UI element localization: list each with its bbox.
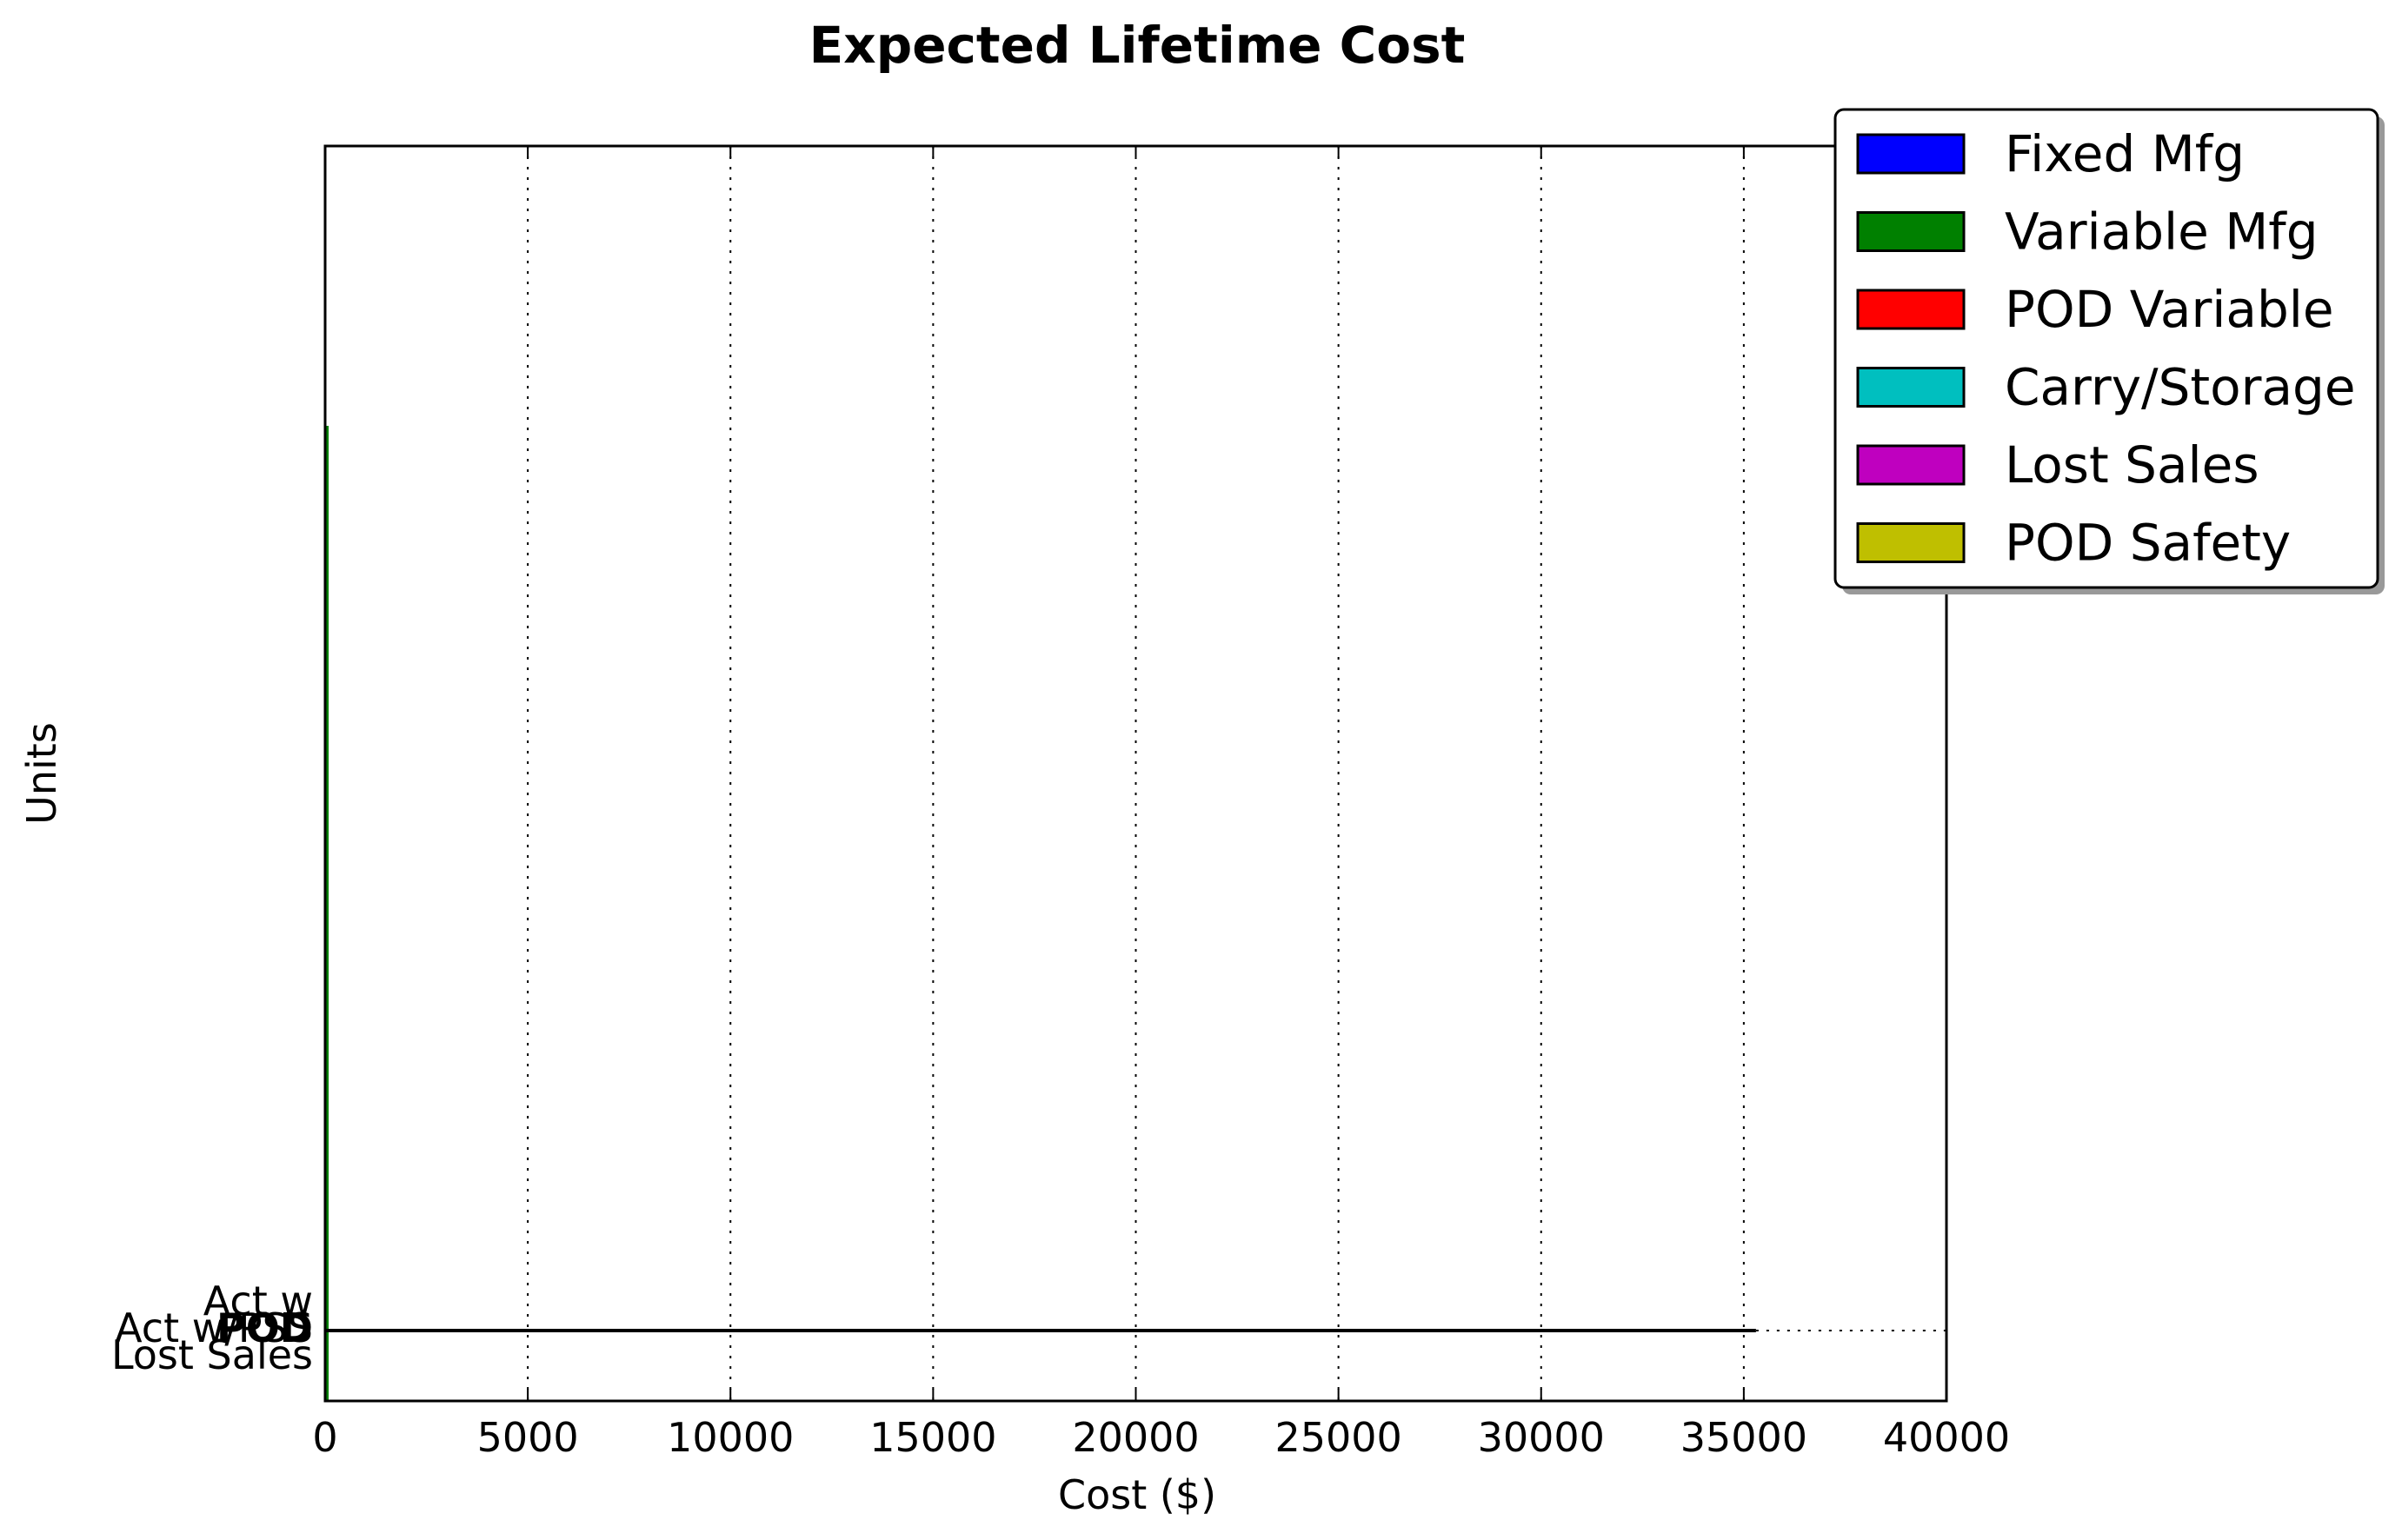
x-axis: 0 5000 10000 15000 20000 25000 30000 35000 40000 [312, 146, 2010, 1461]
legend-swatch [1856, 289, 1966, 330]
category-label-lost-sales: Lost Sales [111, 1331, 313, 1378]
category-label-pod: POD [216, 1304, 313, 1351]
category-label-act-w: Act w [203, 1278, 313, 1324]
legend-label: POD Variable [2005, 280, 2334, 339]
category-label-act-w-pss: Act w/PSS [115, 1304, 313, 1351]
x-tick-label: 0 [312, 1414, 337, 1461]
legend-items: Fixed Mfg Variable Mfg POD Variable Carry/S… [1856, 124, 2356, 573]
legend: Fixed Mfg Variable Mfg POD Variable Carry/S… [1833, 108, 2385, 594]
legend-label: POD Safety [2005, 514, 2291, 573]
legend-swatch [1856, 211, 1966, 252]
x-tick-label: 20000 [1072, 1414, 1199, 1461]
grid-lines [527, 146, 1745, 1401]
legend-box [1833, 108, 2379, 589]
legend-swatch [1856, 367, 1966, 408]
x-tick-label: 5000 [477, 1414, 579, 1461]
y-axis-label: Units [18, 722, 65, 825]
legend-label: Variable Mfg [2005, 202, 2319, 262]
x-tick-label: 25000 [1274, 1414, 1401, 1461]
legend-swatch [1856, 133, 1966, 175]
x-tick-label: 10000 [667, 1414, 794, 1461]
legend-label: Fixed Mfg [2005, 124, 2245, 183]
chart-title: Expected Lifetime Cost [809, 16, 1466, 75]
x-tick-label: 35000 [1680, 1414, 1807, 1461]
x-tick-label: 40000 [1883, 1414, 2010, 1461]
x-tick-label: 30000 [1478, 1414, 1605, 1461]
legend-swatch [1856, 522, 1966, 563]
legend-label: Lost Sales [2005, 435, 2259, 495]
y-axis-categories: Act w Act w/PSS POD Lost Sales [111, 1278, 313, 1378]
x-tick-label: 15000 [869, 1414, 996, 1461]
x-axis-label: Cost ($) [1058, 1471, 1216, 1518]
legend-swatch [1856, 444, 1966, 486]
legend-label: Carry/Storage [2005, 358, 2356, 417]
